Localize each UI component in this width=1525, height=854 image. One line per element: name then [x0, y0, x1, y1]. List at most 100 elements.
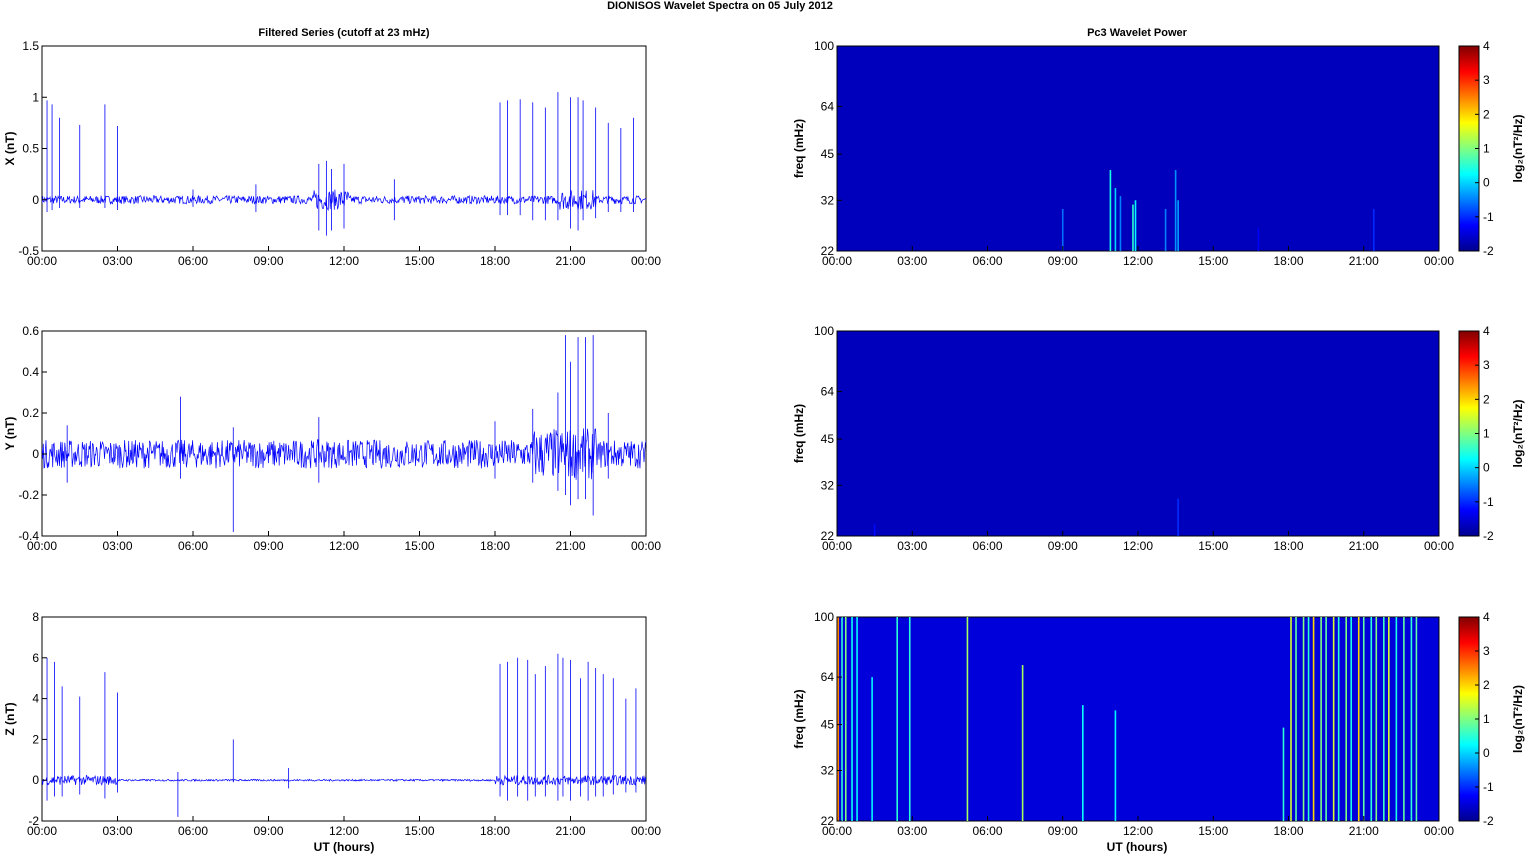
y-tick-label: -0.5: [18, 244, 39, 258]
x-tick-label: 00:00: [822, 539, 852, 553]
heatmap-area-x: [836, 45, 1440, 252]
power-streak-z: [908, 617, 911, 821]
power-streak-z: [1282, 727, 1285, 821]
heatmap-area-y: [836, 330, 1440, 537]
y-axis-label-y: Y (nT): [3, 417, 17, 451]
y-tick-label: 0: [32, 193, 39, 207]
x-tick-label: 15:00: [1198, 539, 1228, 553]
power-streak-z: [844, 617, 847, 821]
power-streak-z: [1082, 705, 1084, 821]
freq-tick-label: 45: [821, 432, 835, 446]
freq-tick-label: 32: [821, 764, 835, 778]
power-streak-z: [1388, 617, 1390, 821]
x-tick-label: 21:00: [1349, 539, 1379, 553]
freq-tick-label: 22: [821, 814, 835, 828]
freq-axis-label: freq (mHz): [792, 689, 806, 748]
noise-trace: [42, 428, 646, 480]
y-tick-label: -0.2: [18, 488, 39, 502]
x-tick-label: 00:00: [822, 254, 852, 268]
power-streak-x: [1177, 200, 1179, 251]
plots-layer: 1.510.50-0.5X (nT)00:00 03:00 06:00 09:00 12…: [3, 39, 1525, 838]
power-streak-z: [1290, 617, 1292, 821]
x-tick-label: 09:00: [1048, 824, 1078, 838]
plot-area-z: [41, 616, 647, 822]
colorbar-label: log₂(nT²/Hz): [1511, 400, 1525, 468]
freq-tick-label: 100: [814, 610, 834, 624]
x-tick-label: 21:00: [1349, 254, 1379, 268]
colorbar-tick-label: -1: [1483, 780, 1494, 794]
x-tick-label: 15:00: [404, 254, 434, 268]
colorbar-label: log₂(nT²/Hz): [1511, 685, 1525, 753]
power-streak-y: [873, 524, 876, 536]
x-tick-label: 18:00: [1273, 539, 1303, 553]
right-column-title: Pc3 Wavelet Power: [1087, 27, 1188, 39]
power-streak-x: [1109, 170, 1112, 251]
freq-tick-label: 32: [821, 478, 835, 492]
power-streak-z: [1357, 617, 1360, 821]
x-tick-label: 03:00: [897, 254, 927, 268]
x-tick-label: 03:00: [102, 539, 132, 553]
power-streak-z: [1302, 617, 1305, 821]
x-tick-label: 00:00: [1424, 539, 1454, 553]
colorbar-tick-label: 2: [1483, 107, 1490, 121]
x-tick-label: 18:00: [1273, 824, 1303, 838]
colorbar-tick-label: 0: [1483, 746, 1490, 760]
colorbar-tick-label: 3: [1483, 73, 1490, 87]
power-streak-z: [851, 617, 853, 821]
colorbar-tick-label: 3: [1483, 644, 1490, 658]
power-streak-z: [1370, 617, 1373, 821]
heatmap-area-z: [836, 616, 1440, 822]
x-tick-label: 09:00: [1048, 539, 1078, 553]
power-streak-z: [1312, 617, 1315, 821]
x-tick-label: 09:00: [1048, 254, 1078, 268]
x-tick-label: 06:00: [178, 824, 208, 838]
power-streak-z: [1114, 710, 1117, 821]
power-streak-z: [1415, 617, 1418, 821]
x-tick-label: 00:00: [1424, 824, 1454, 838]
power-streak-x: [1061, 209, 1064, 251]
power-streak-z: [1362, 617, 1365, 821]
power-streak-z: [966, 617, 969, 821]
colorbar-tick-label: 0: [1483, 461, 1490, 475]
x-tick-label: 21:00: [1349, 824, 1379, 838]
figure-title: DIONISOS Wavelet Spectra on 05 July 2012: [607, 0, 833, 12]
colorbar-tick-label: -1: [1483, 210, 1494, 224]
colorbar-tick-label: 1: [1483, 427, 1490, 441]
freq-tick-label: 45: [821, 147, 835, 161]
colorbar-tick-label: 3: [1483, 358, 1490, 372]
colorbar-tick-label: 2: [1483, 392, 1490, 406]
freq-tick-label: 64: [821, 670, 835, 684]
x-tick-label: 21:00: [555, 539, 585, 553]
trace-group-z: [42, 653, 646, 817]
left-column-title: Filtered Series (cutoff at 23 mHz): [258, 27, 429, 39]
x-tick-label: 03:00: [897, 539, 927, 553]
freq-tick-label: 100: [814, 324, 834, 338]
x-tick-label: 15:00: [404, 539, 434, 553]
x-tick-label: 00:00: [631, 824, 661, 838]
x-tick-label: 18:00: [480, 539, 510, 553]
x-tick-label: 06:00: [972, 539, 1002, 553]
colorbar-label: log₂(nT²/Hz): [1511, 115, 1525, 183]
x-tick-label: 09:00: [253, 824, 283, 838]
x-tick-label: 12:00: [1123, 254, 1153, 268]
y-tick-label: 0.2: [22, 406, 39, 420]
freq-tick-label: 22: [821, 529, 835, 543]
power-streak-z: [1320, 617, 1322, 821]
freq-tick-label: 64: [821, 384, 835, 398]
x-tick-label: 18:00: [480, 254, 510, 268]
x-tick-label: 03:00: [102, 254, 132, 268]
y-tick-label: -2: [28, 814, 39, 828]
x-tick-label: 00:00: [27, 539, 57, 553]
x-tick-label: 00:00: [631, 254, 661, 268]
power-streak-z: [1395, 617, 1398, 821]
x-tick-label: 18:00: [1273, 254, 1303, 268]
x-tick-label: 15:00: [404, 824, 434, 838]
power-streak-z: [1350, 617, 1353, 821]
x-tick-label: 12:00: [329, 254, 359, 268]
colorbar-tick-label: 1: [1483, 712, 1490, 726]
freq-axis-label: freq (mHz): [792, 119, 806, 178]
power-streak-x: [1372, 209, 1375, 251]
colorbar-tick-label: 4: [1483, 39, 1490, 53]
power-streak-x: [1174, 170, 1177, 251]
x-tick-label: 09:00: [253, 539, 283, 553]
